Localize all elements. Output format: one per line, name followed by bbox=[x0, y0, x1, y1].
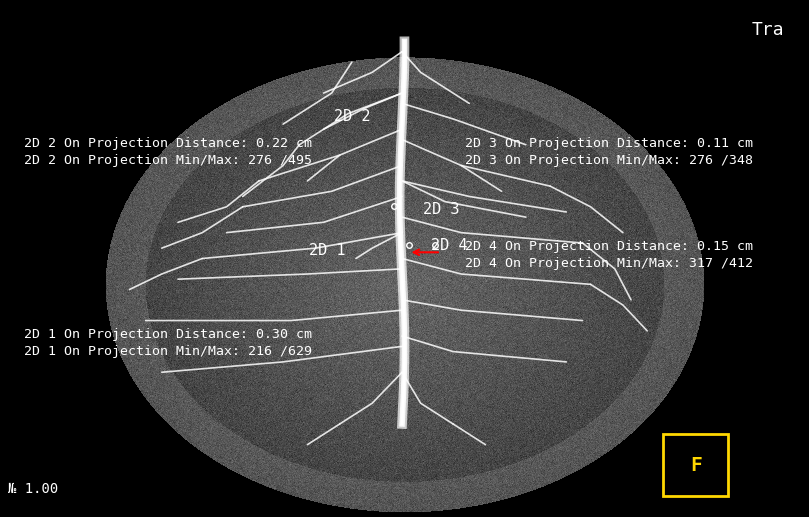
Text: 2D 4 On Projection Distance: 0.15 cm
2D 4 On Projection Min/Max: 317 /412: 2D 4 On Projection Distance: 0.15 cm 2D … bbox=[465, 240, 753, 270]
Text: 2D 2: 2D 2 bbox=[333, 109, 371, 124]
Text: Tra: Tra bbox=[752, 21, 785, 39]
Text: F: F bbox=[690, 456, 701, 475]
Text: 2D 4: 2D 4 bbox=[430, 238, 468, 253]
Text: 2D 3 On Projection Distance: 0.11 cm
2D 3 On Projection Min/Max: 276 /348: 2D 3 On Projection Distance: 0.11 cm 2D … bbox=[465, 137, 753, 167]
Text: 2D 2 On Projection Distance: 0.22 cm
2D 2 On Projection Min/Max: 276 /495: 2D 2 On Projection Distance: 0.22 cm 2D … bbox=[24, 137, 312, 167]
Text: 2D 3: 2D 3 bbox=[422, 202, 460, 217]
Text: 2D 1 On Projection Distance: 0.30 cm
2D 1 On Projection Min/Max: 216 /629: 2D 1 On Projection Distance: 0.30 cm 2D … bbox=[24, 328, 312, 358]
Bar bbox=[663, 434, 728, 496]
Text: 2D 1: 2D 1 bbox=[309, 243, 346, 258]
Text: № 1.00: № 1.00 bbox=[8, 482, 58, 496]
